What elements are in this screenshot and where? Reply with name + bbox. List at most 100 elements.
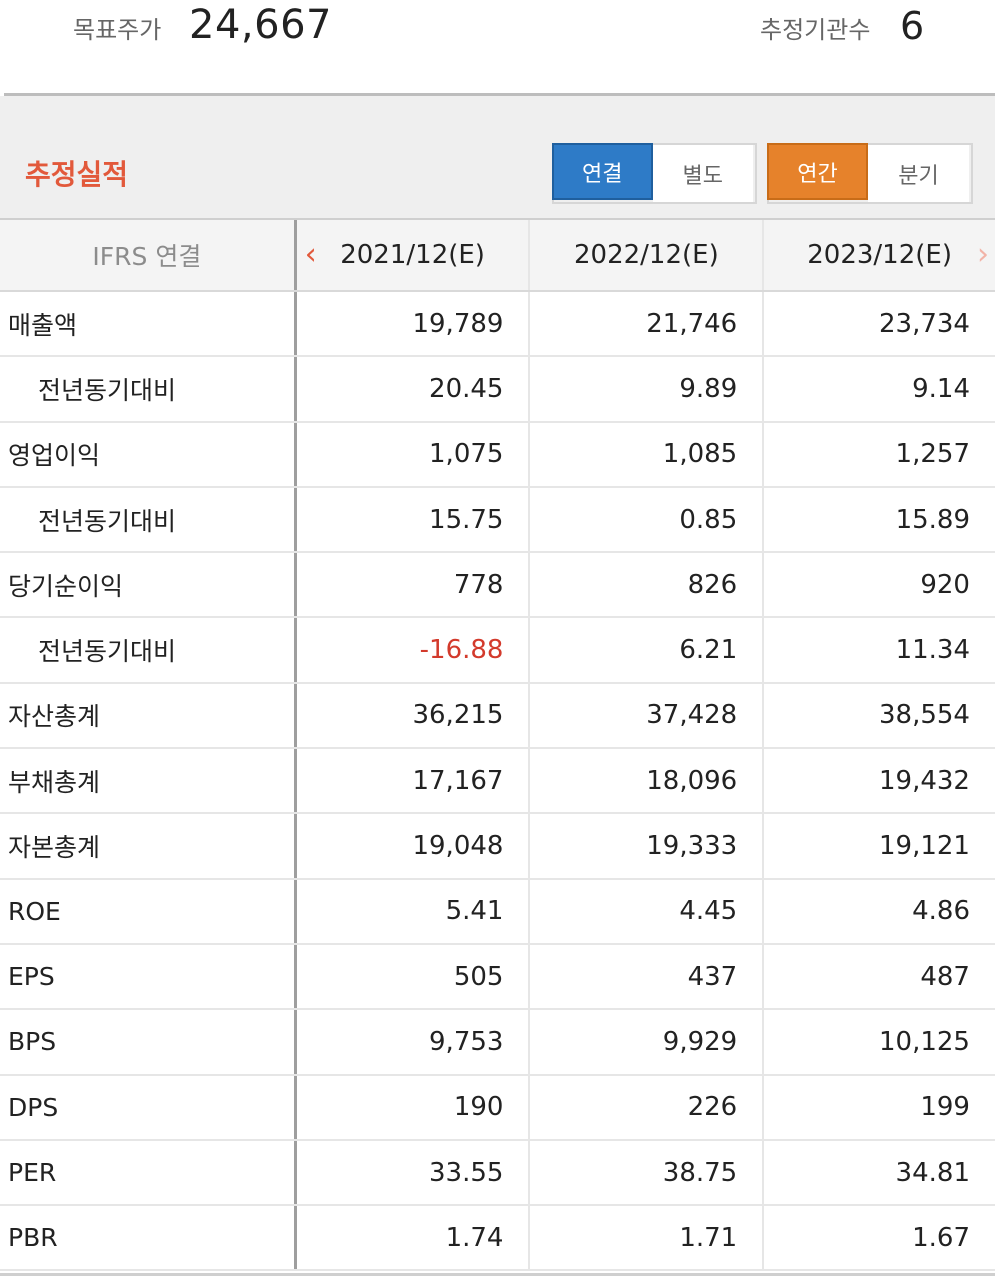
row-label: 부채총계	[0, 749, 297, 813]
table-cell: 21,746	[530, 292, 765, 356]
row-label: 전년동기대비	[0, 357, 297, 421]
row-label: DPS	[0, 1075, 297, 1139]
table-cell: 18,096	[530, 749, 765, 813]
row-label: ROE	[0, 879, 297, 943]
estimates-table: IFRS 연결 ‹ 2021/12(E) 2022/12(E) 2023/12(…	[0, 218, 995, 1272]
column-header-label: 2023/12(E)	[807, 240, 952, 270]
table-row: 매출액 19,789 21,746 23,734	[0, 292, 995, 358]
table-cell: 1.71	[530, 1206, 765, 1270]
table-header-label: IFRS 연결	[0, 220, 297, 290]
column-header-label: 2021/12(E)	[340, 240, 485, 270]
chevron-left-icon[interactable]: ‹	[304, 237, 317, 272]
table-cell: 33.55	[297, 1140, 531, 1205]
row-label: 영업이익	[0, 422, 297, 486]
table-cell: 37,428	[530, 683, 765, 748]
table-cell: 11.34	[895, 635, 970, 666]
table-row: 부채총계 17,167 18,096 19,432	[0, 749, 995, 815]
target-price-label: 목표주가	[73, 16, 162, 44]
table-cell: 778	[297, 553, 531, 617]
table-cell: 4.45	[530, 879, 765, 943]
table-cell: 190	[297, 1075, 531, 1139]
table-row: 당기순이익 778 826 920	[0, 553, 995, 619]
table-cell: 487	[920, 961, 970, 992]
table-cell: 19,333	[530, 814, 765, 878]
table-cell: 437	[530, 944, 765, 1009]
table-cell: 226	[530, 1075, 765, 1139]
table-cell: 9.89	[530, 357, 765, 421]
table-cell: 19,789	[297, 292, 531, 356]
table-row: 전년동기대비 20.45 9.89 9.14	[0, 357, 995, 423]
column-header-label: 2022/12(E)	[573, 240, 719, 270]
table-row: 전년동기대비 -16.88 6.21 11.34	[0, 618, 995, 684]
table-cell: 23,734	[879, 308, 970, 339]
table-cell: 9.14	[912, 373, 970, 404]
table-cell: 19,432	[879, 765, 970, 796]
summary-bar: 목표주가 24,667 추정기관수 6	[0, 0, 995, 95]
table-cell: 34.81	[895, 1157, 970, 1188]
row-label: BPS	[0, 1010, 297, 1074]
table-row: EPS 505 437 487	[0, 944, 995, 1011]
table-cell: 6.21	[530, 618, 765, 682]
table-row: BPS 9,753 9,929 10,125	[0, 1010, 995, 1076]
table-bottom-border	[0, 1273, 995, 1276]
table-cell: 199	[920, 1092, 970, 1123]
table-cell: 1.74	[297, 1206, 531, 1270]
institutions-value: 6	[900, 4, 925, 48]
table-cell: 920	[920, 569, 970, 600]
table-row: DPS 190 226 199	[0, 1075, 995, 1141]
table-cell: 0.85	[530, 487, 765, 552]
table-cell: 826	[530, 553, 765, 617]
table-cell: 1,075	[297, 422, 531, 486]
row-label: 당기순이익	[0, 553, 297, 617]
toggle-annual-button[interactable]: 연간	[767, 143, 868, 200]
table-cell: 505	[297, 944, 531, 1009]
toggle-separate-button[interactable]: 별도	[652, 145, 753, 202]
table-cell: 38.75	[530, 1140, 765, 1205]
table-cell: 15.89	[895, 504, 970, 535]
table-row: PBR 1.74 1.71 1.67	[0, 1206, 995, 1272]
basis-toggle: 연결 별도	[552, 143, 757, 204]
table-cell: 1,257	[895, 439, 970, 470]
institutions-label: 추정기관수	[760, 16, 871, 44]
table-cell: 19,048	[297, 814, 531, 878]
row-label: PBR	[0, 1206, 297, 1270]
row-label: 자본총계	[0, 814, 297, 878]
table-cell: 38,554	[879, 700, 970, 731]
section-title: 추정실적	[25, 158, 129, 191]
table-cell: 5.41	[297, 879, 531, 943]
divider	[4, 93, 995, 96]
row-label: 전년동기대비	[0, 618, 297, 682]
table-row: 자본총계 19,048 19,333 19,121	[0, 814, 995, 880]
table-cell: -16.88	[297, 618, 531, 682]
row-label: 자산총계	[0, 683, 297, 748]
target-price-value: 24,667	[189, 2, 332, 48]
table-cell: 36,215	[297, 683, 531, 748]
row-label: 전년동기대비	[0, 487, 297, 552]
row-label: EPS	[0, 944, 297, 1009]
row-label: 매출액	[0, 292, 297, 356]
table-cell: 1,085	[530, 422, 765, 486]
column-header: ‹ 2021/12(E)	[297, 220, 531, 290]
table-cell: 4.86	[912, 896, 970, 927]
column-header: 2022/12(E)	[530, 220, 765, 290]
estimates-section-header: 추정실적 연결 별도 연간 분기	[0, 96, 995, 220]
toggle-consolidated-button[interactable]: 연결	[552, 143, 653, 200]
column-header: 2023/12(E) ›	[764, 220, 995, 290]
chevron-right-icon[interactable]: ›	[977, 237, 989, 272]
table-cell: 17,167	[297, 749, 531, 813]
table-cell: 10,125	[879, 1026, 970, 1057]
table-cell: 19,121	[879, 831, 970, 862]
table-row: PER 33.55 38.75 34.81	[0, 1140, 995, 1207]
table-row: 영업이익 1,075 1,085 1,257	[0, 422, 995, 488]
table-cell: 9,929	[530, 1010, 765, 1074]
table-row: 전년동기대비 15.75 0.85 15.89	[0, 487, 995, 554]
table-row: 자산총계 36,215 37,428 38,554	[0, 683, 995, 750]
period-toggle: 연간 분기	[767, 143, 973, 204]
table-cell: 20.45	[297, 357, 531, 421]
table-row: ROE 5.41 4.45 4.86	[0, 879, 995, 945]
table-cell: 1.67	[912, 1222, 970, 1253]
table-cell: 9,753	[297, 1010, 531, 1074]
toggle-quarterly-button[interactable]: 분기	[868, 145, 969, 202]
table-header-row: IFRS 연결 ‹ 2021/12(E) 2022/12(E) 2023/12(…	[0, 218, 995, 292]
table-cell: 15.75	[297, 487, 531, 552]
